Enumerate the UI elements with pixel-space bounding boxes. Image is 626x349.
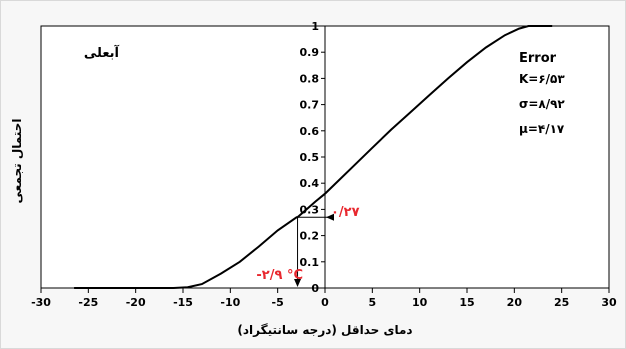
error-title: Error	[519, 51, 557, 66]
y-tick-label: 0.9	[300, 46, 320, 59]
x-tick-label: 15	[459, 296, 474, 309]
y-tick-label: 0.7	[300, 99, 320, 112]
y-tick-label: 0.6	[300, 125, 320, 138]
temperature-annotation: -۲/۹ °C	[256, 268, 303, 283]
y-axis-title: احتمال تجمعی	[10, 119, 24, 204]
sigma-param: σ=۸/۹۲	[519, 97, 565, 111]
k-param: K=۶/۵۳	[519, 72, 565, 86]
y-tick-label: 0	[311, 282, 319, 295]
y-axis-ticks: 0 0.1 0.2 0.3 0.4 0.5 0.6 0.7 0.8 0.9 1	[300, 20, 325, 295]
cdf-curve	[74, 25, 553, 289]
x-tick-label: -25	[78, 296, 98, 309]
x-tick-label: 10	[412, 296, 428, 309]
marker-arrow-left	[326, 213, 334, 221]
y-tick-label: 1	[311, 20, 319, 33]
probability-annotation: ۰/۲۷	[331, 205, 360, 220]
mu-param: μ=۴/۱۷	[519, 122, 565, 136]
x-tick-label: 0	[321, 296, 329, 309]
x-tick-label: 20	[507, 296, 523, 309]
y-tick-label: 0.2	[300, 230, 320, 243]
marker-arrow-down	[294, 279, 302, 287]
y-tick-label: 0.4	[300, 177, 320, 190]
x-tick-label: -10	[220, 296, 240, 309]
y-tick-label: 0.8	[300, 72, 320, 85]
station-label: آبعلی	[84, 44, 120, 61]
x-tick-label: 30	[601, 296, 617, 309]
x-tick-label: 5	[369, 296, 377, 309]
y-tick-label: 0.1	[300, 256, 320, 269]
x-tick-label: 25	[554, 296, 569, 309]
x-axis-title: دمای حداقل (درجه سانتیگراد)	[237, 323, 412, 337]
y-tick-label: 0.5	[300, 151, 320, 164]
x-tick-label: -30	[31, 296, 51, 309]
x-tick-label: -20	[126, 296, 146, 309]
y-tick-label: 0.3	[300, 203, 320, 216]
x-tick-label: -15	[173, 296, 193, 309]
x-axis-ticks: -30 -25 -20 -15 -10 -5 0 5 10 15 20 25 30	[31, 288, 617, 309]
x-tick-label: -5	[272, 296, 284, 309]
